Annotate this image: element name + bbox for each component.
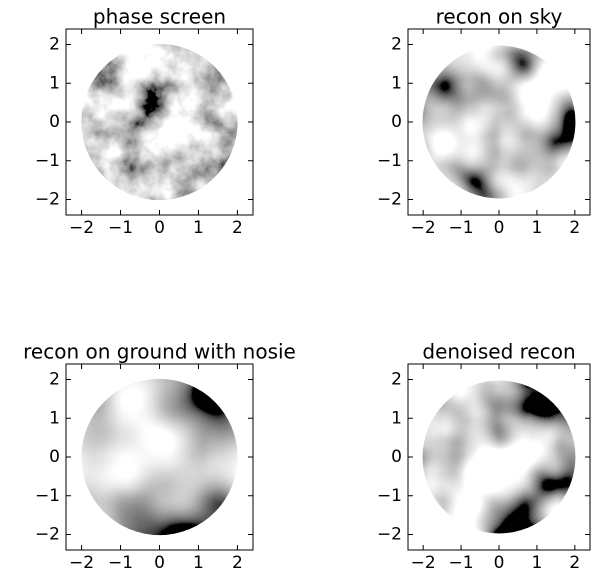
x-tick-label: −2 [411, 553, 436, 571]
image-panel: −2 −1 0 1 2 −2 −1 0 1 2 recon on sky [377, 5, 591, 238]
y-tick-label: 2 [391, 35, 402, 55]
y-tick-label: 2 [391, 370, 402, 390]
x-tick-label: 1 [532, 218, 543, 238]
x-tick-label: 1 [532, 553, 543, 571]
y-tick-label: −1 [35, 486, 60, 506]
y-tick-label: 0 [49, 447, 60, 467]
x-tick-label: 0 [154, 553, 165, 571]
x-tick-label: 0 [494, 218, 505, 238]
x-tick-label: 1 [193, 553, 204, 571]
image [81, 378, 238, 536]
x-tick-label: −2 [69, 553, 94, 571]
y-tick-label: 2 [49, 35, 60, 55]
x-tick-label: −2 [411, 218, 436, 238]
y-tick-label: 1 [49, 408, 60, 428]
x-tick-label: 0 [494, 553, 505, 571]
image-panel: −2 −1 0 1 2 −2 −1 0 1 2 recon on ground with nosie [23, 340, 296, 571]
x-tick-label: −1 [449, 218, 474, 238]
y-tick-label: 0 [391, 447, 402, 467]
y-tick-label: −1 [35, 151, 60, 171]
y-tick-label: 1 [49, 73, 60, 93]
x-tick-label: −2 [69, 218, 94, 238]
x-tick-label: 2 [232, 553, 243, 571]
x-tick-label: −1 [108, 553, 133, 571]
chart-title: recon on sky [436, 5, 563, 29]
chart-title: phase screen [93, 5, 226, 29]
x-tick-label: −1 [449, 553, 474, 571]
x-tick-label: 2 [232, 218, 243, 238]
chart-title: recon on ground with nosie [23, 340, 296, 364]
y-tick-label: −2 [377, 190, 402, 210]
y-tick-label: 0 [391, 112, 402, 132]
x-tick-label: 0 [154, 218, 165, 238]
chart-title: denoised recon [422, 340, 575, 364]
y-tick-label: −2 [35, 190, 60, 210]
y-tick-label: −2 [377, 525, 402, 545]
y-tick-label: 1 [391, 408, 402, 428]
image [81, 43, 238, 201]
image [422, 45, 576, 199]
y-tick-label: 1 [391, 73, 402, 93]
y-tick-label: −2 [35, 525, 60, 545]
y-tick-label: −1 [377, 486, 402, 506]
x-tick-label: 2 [569, 553, 580, 571]
image-panel: −2 −1 0 1 2 −2 −1 0 1 2 phase screen [35, 5, 254, 238]
y-tick-label: −1 [377, 151, 402, 171]
x-tick-label: 2 [569, 218, 580, 238]
image-panel: −2 −1 0 1 2 −2 −1 0 1 2 denoised recon [377, 340, 591, 571]
image [422, 380, 576, 534]
x-tick-label: 1 [193, 218, 204, 238]
y-tick-label: 0 [49, 112, 60, 132]
x-tick-label: −1 [108, 218, 133, 238]
y-tick-label: 2 [49, 370, 60, 390]
